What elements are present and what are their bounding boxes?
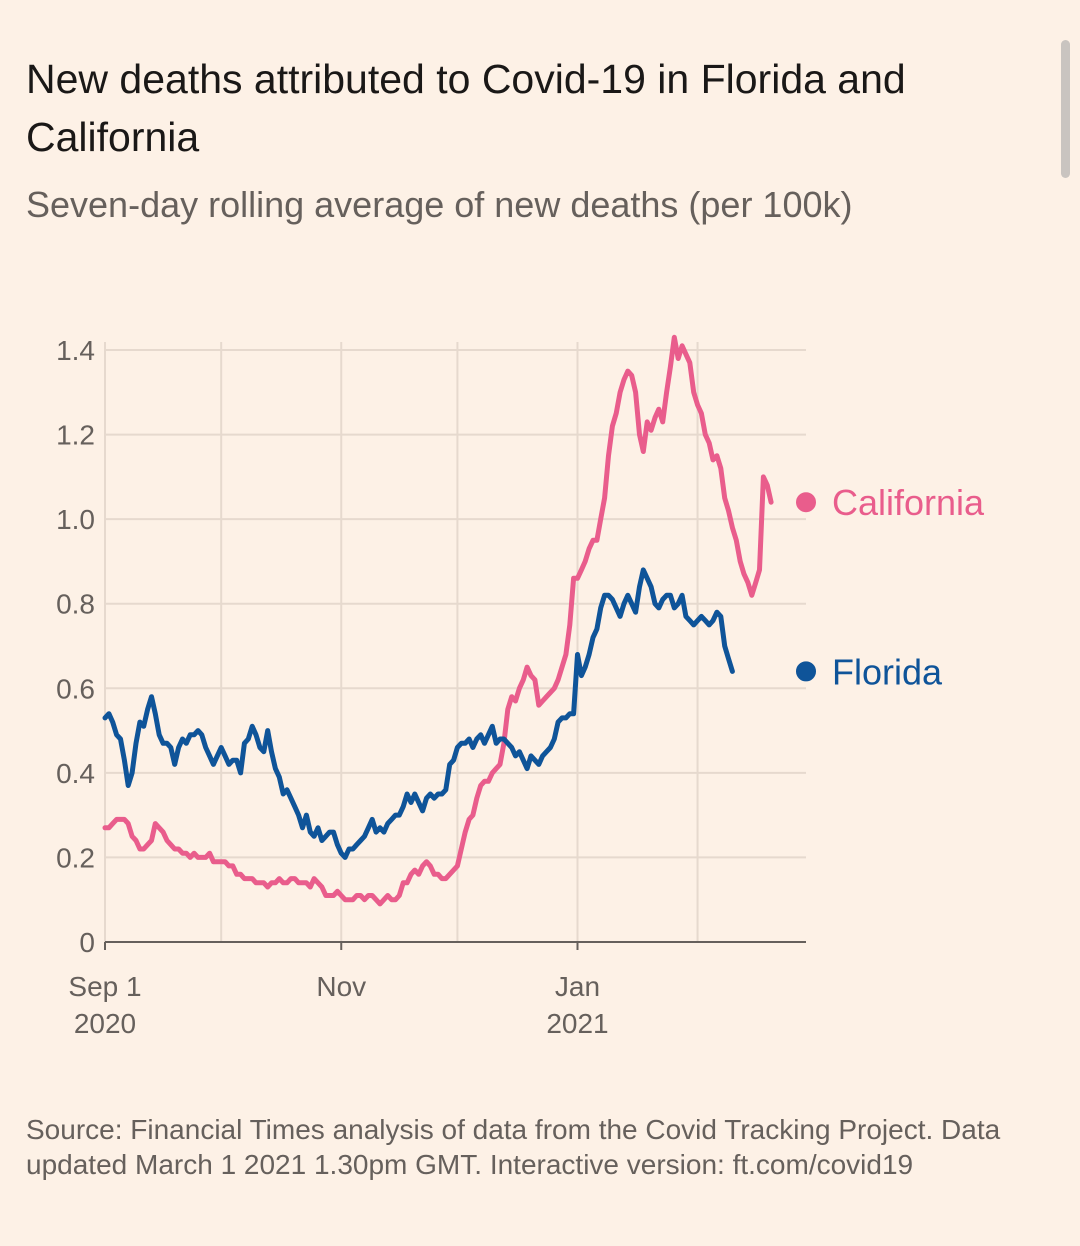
source-note: Source: Financial Times analysis of data… [26,1114,1001,1180]
y-tick-label: 1.0 [56,504,95,535]
line-chart: 0 0.2 0.4 0.6 0.8 1.0 1.2 1.4 Sep 1 2020 Nov Jan 202… [56,334,985,1039]
y-tick-label: 0 [79,927,95,958]
y-tick-label: 0.8 [56,589,95,620]
x-tick-label: Nov [316,971,366,1002]
series-label-florida: Florida [832,651,943,692]
series-endpoint-florida [794,659,818,684]
axes: 0 0.2 0.4 0.6 0.8 1.0 1.2 1.4 Sep 1 2020 Nov Jan 202… [56,335,806,1039]
series-labels: California Florida [832,482,985,692]
y-tick-label: 0.2 [56,842,95,873]
x-tick-label: Sep 1 [68,971,141,1002]
y-tick-label: 0.6 [56,673,95,704]
series [102,334,818,907]
series-line-california [102,334,774,907]
y-tick-label: 1.2 [56,420,95,451]
x-tick-label: Jan [555,971,600,1002]
series-label-california: California [832,482,985,523]
series-line-florida [102,567,735,860]
chart-subtitle: Seven-day rolling average of new deaths … [26,184,853,225]
series-endpoint-california [794,490,818,515]
y-tick-label: 0.4 [56,758,95,789]
scrollbar[interactable] [1061,40,1070,178]
y-tick-label: 1.4 [56,335,95,366]
gridlines [104,342,806,942]
x-tick-label-year: 2020 [74,1008,136,1039]
x-tick-label-year: 2021 [546,1008,608,1039]
chart-title: New deaths attributed to Covid-19 in Flo… [26,56,906,160]
